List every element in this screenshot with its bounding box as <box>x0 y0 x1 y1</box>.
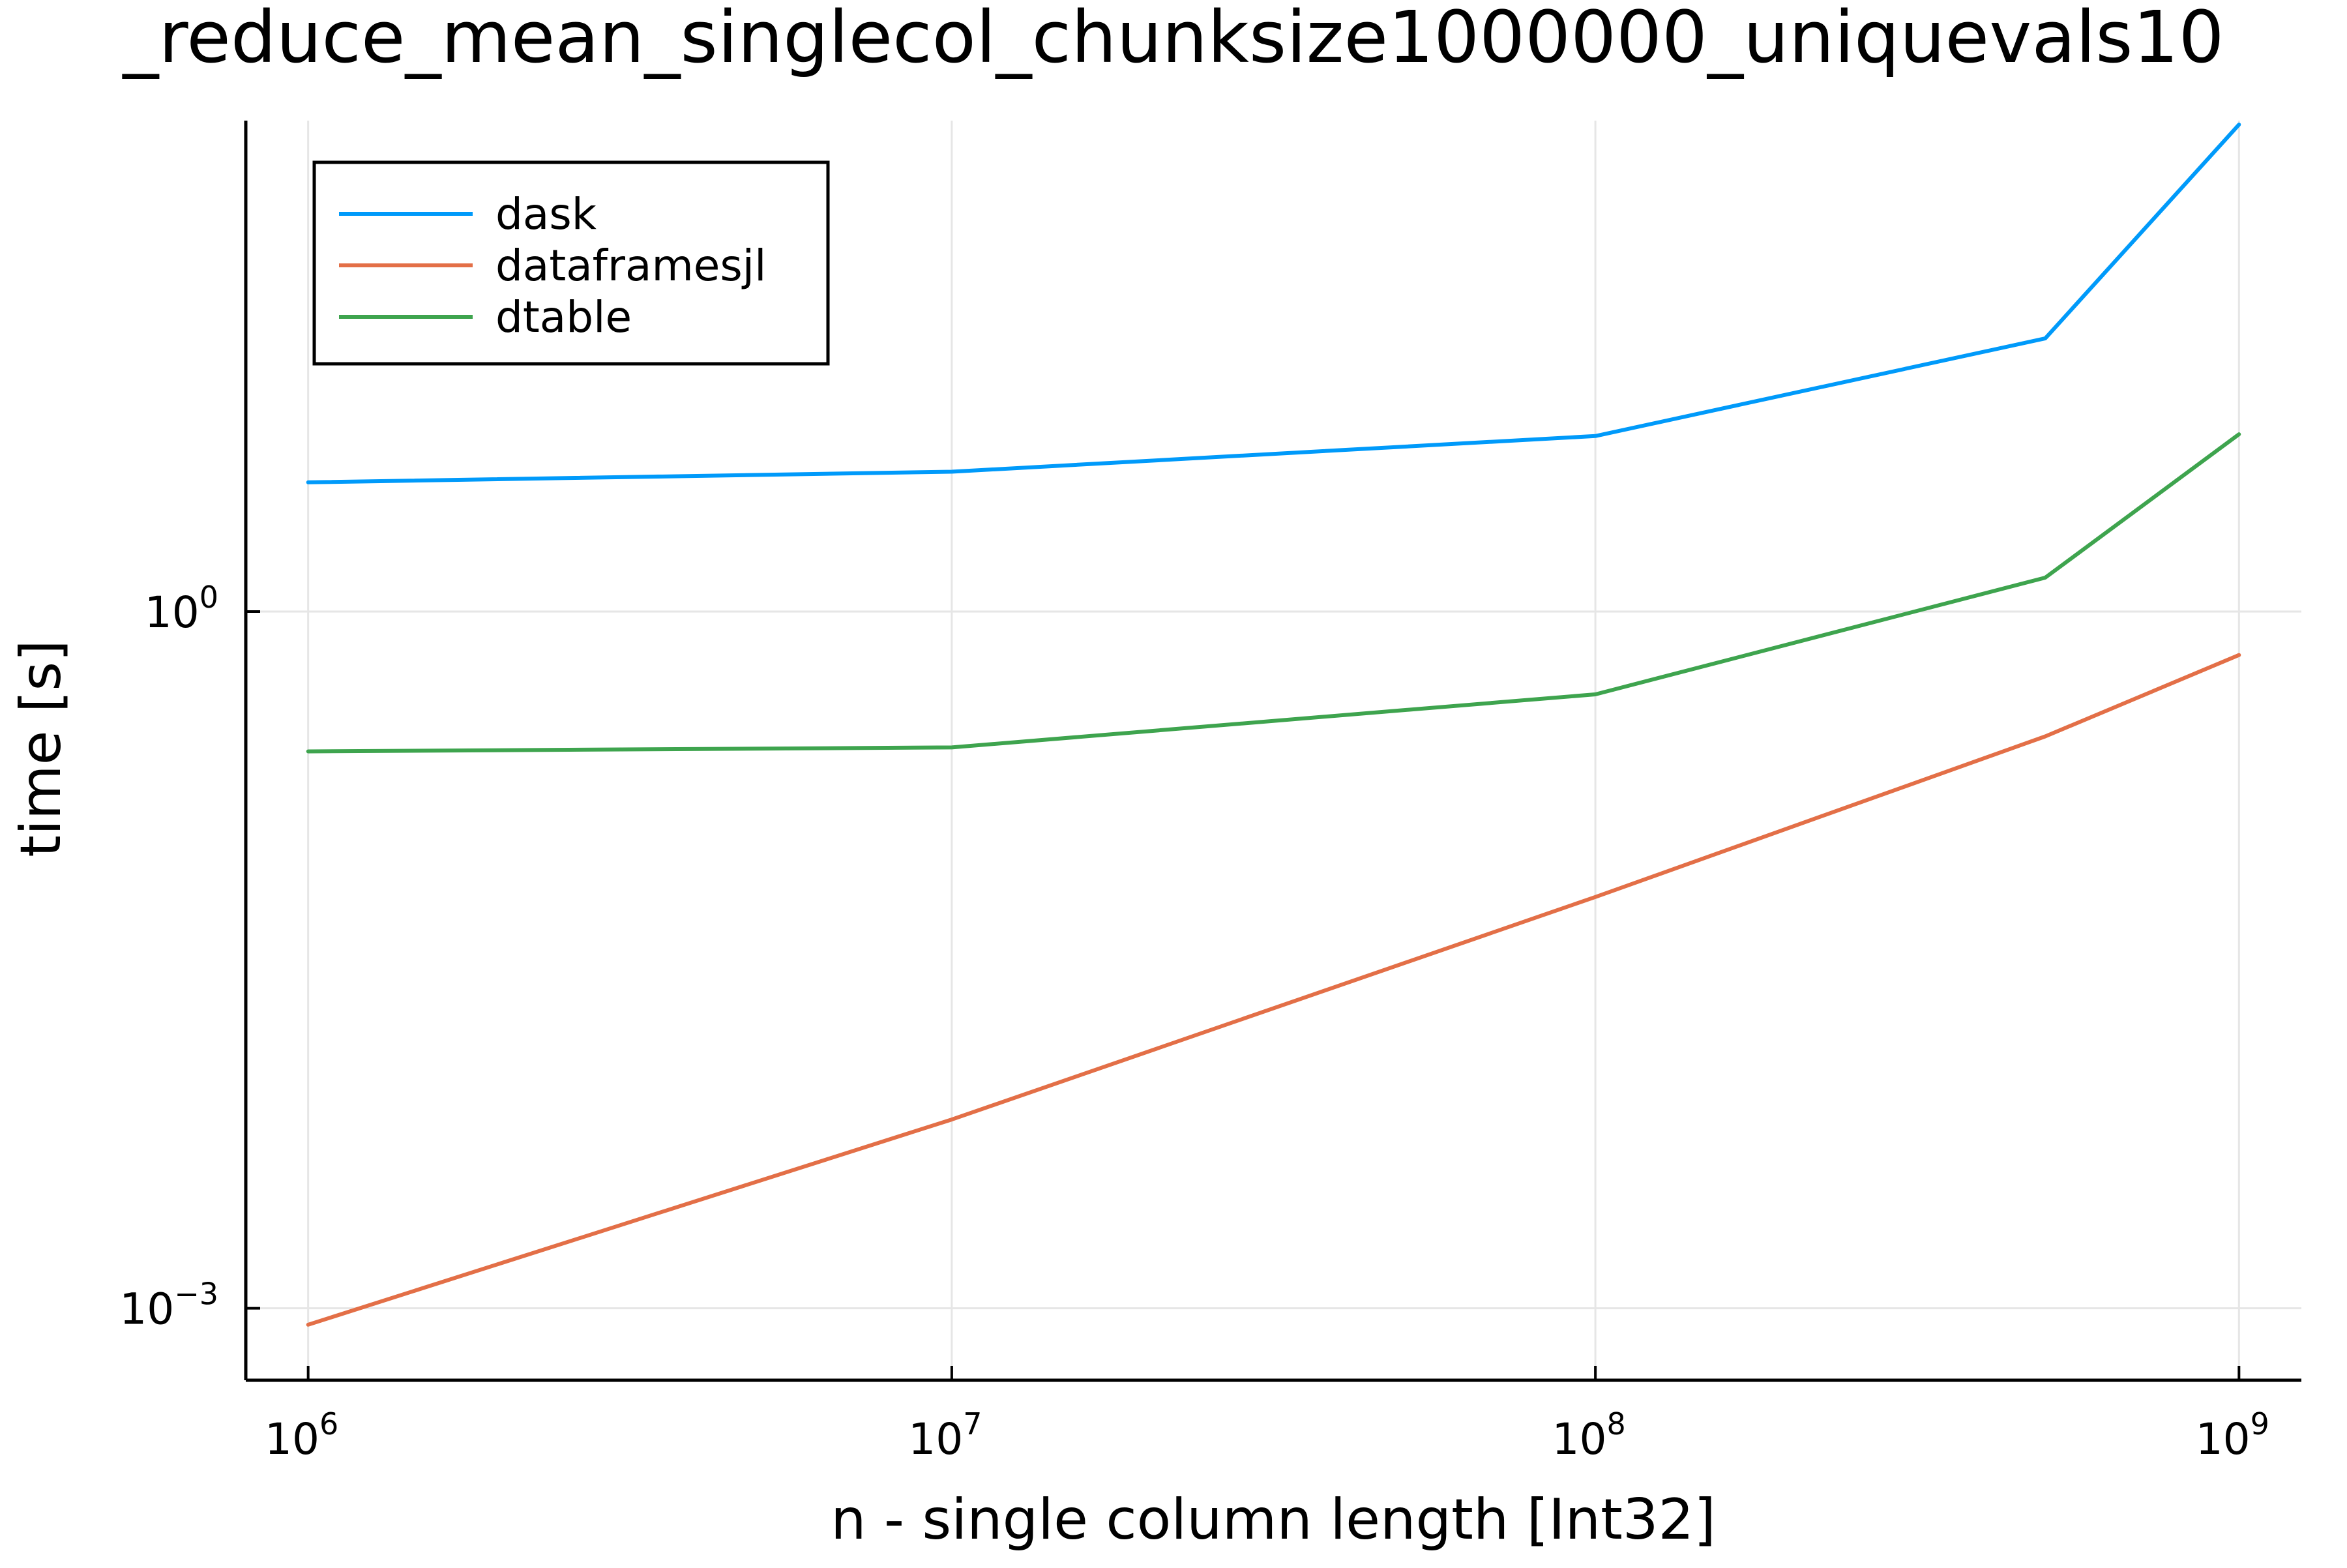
legend-box <box>312 160 830 366</box>
legend-label-dask: dask <box>495 189 597 239</box>
y-axis-label: time [s] <box>8 640 74 857</box>
grid <box>246 121 2301 1380</box>
y-tick-label: 10−3 <box>119 1277 218 1335</box>
chart-title: _reduce_mean_singlecol_chunksize1000000_… <box>121 0 2224 79</box>
series-lines <box>306 123 2241 1327</box>
series-line-dataframesjl <box>306 653 2241 1327</box>
x-axis-label: n - single column length [Int32] <box>831 1487 1716 1552</box>
legend-label-dtable: dtable <box>495 292 632 342</box>
x-axis-ticks: 106 107 108 109 <box>265 1366 2269 1464</box>
x-tick-label: 107 <box>908 1406 982 1464</box>
x-tick-label: 106 <box>265 1406 338 1464</box>
series-line-dask <box>306 123 2241 484</box>
legend-label-dataframesjl: dataframesjl <box>495 241 766 291</box>
y-axis-ticks: 100 10−3 <box>119 580 260 1335</box>
x-tick-label: 109 <box>2196 1406 2269 1464</box>
series-line-dtable <box>306 432 2241 754</box>
x-tick-label: 108 <box>1552 1406 1625 1464</box>
y-tick-label: 100 <box>145 580 218 638</box>
